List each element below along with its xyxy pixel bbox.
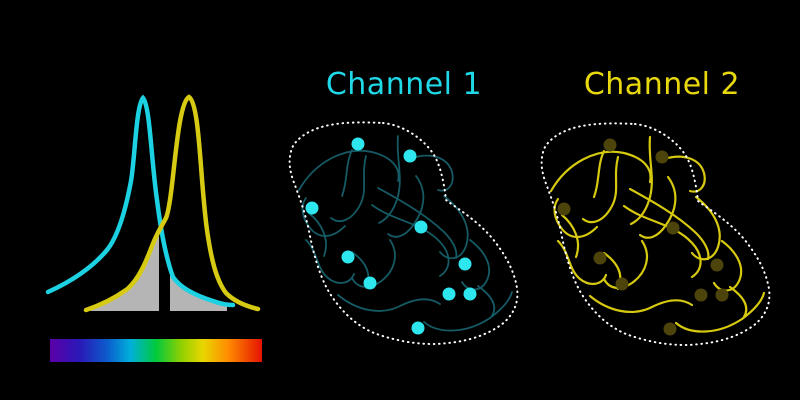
- filament: [728, 285, 748, 319]
- filament: [549, 150, 652, 193]
- filament: [377, 187, 458, 259]
- punctum: [403, 149, 417, 163]
- cell-outline: [540, 122, 771, 346]
- punctum: [557, 202, 571, 216]
- filament: [638, 175, 677, 239]
- channel-1-label: Channel 1: [325, 67, 483, 102]
- filament: [674, 291, 766, 333]
- channel-2-label: Channel 2: [583, 67, 741, 102]
- filament: [690, 195, 721, 261]
- filament: [622, 204, 702, 279]
- filament: [628, 187, 710, 261]
- filament: [330, 155, 367, 222]
- channel1-cell-image: [288, 121, 519, 345]
- punctum: [363, 276, 377, 290]
- punctum: [351, 137, 365, 151]
- punctum: [710, 258, 724, 272]
- filament: [588, 294, 694, 314]
- channel2-cell-image: [540, 122, 771, 346]
- punctum: [305, 201, 319, 215]
- filament: [387, 175, 425, 238]
- punctum: [593, 251, 607, 265]
- filament: [337, 294, 441, 312]
- punctum: [411, 321, 425, 335]
- punctum: [663, 322, 677, 336]
- filament: [662, 155, 706, 193]
- filament: [341, 149, 353, 197]
- filament: [592, 149, 606, 199]
- filament: [439, 195, 469, 260]
- punctum: [655, 150, 669, 164]
- filament: [629, 135, 653, 226]
- punctum: [603, 138, 617, 152]
- punctum: [458, 257, 472, 271]
- filament: [351, 239, 396, 288]
- filament: [298, 149, 400, 191]
- filament: [581, 155, 620, 224]
- filament: [602, 239, 649, 289]
- wavelength-colorbar: [50, 339, 262, 362]
- filament: [378, 135, 401, 224]
- channel2-emission-curve: [83, 94, 261, 313]
- punctum: [414, 220, 428, 234]
- punctum: [715, 288, 729, 302]
- filament: [423, 291, 513, 332]
- punctum: [666, 221, 680, 235]
- punctum: [694, 288, 708, 302]
- cell-outline: [288, 121, 519, 345]
- filament: [371, 204, 450, 277]
- spectral-overlap-fill-right: [170, 271, 227, 311]
- punctum: [463, 287, 477, 301]
- filament: [560, 213, 580, 259]
- emission-spectra-panel: [45, 94, 262, 362]
- punctum: [341, 250, 355, 264]
- spectral-overlap-fill-left: [90, 229, 159, 311]
- filament: [411, 154, 454, 192]
- filament: [309, 213, 327, 257]
- filament: [477, 285, 496, 317]
- punctum: [442, 287, 456, 301]
- punctum: [615, 277, 629, 291]
- channel1-emission-curve: [45, 94, 236, 308]
